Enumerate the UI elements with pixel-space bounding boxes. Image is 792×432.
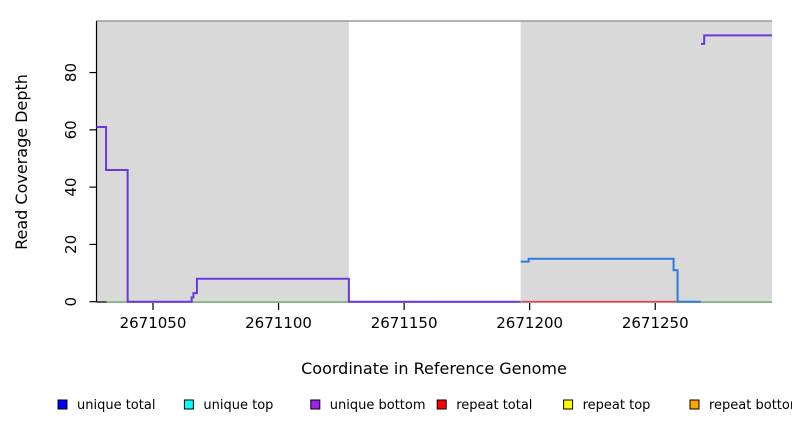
legend-label: repeat top — [583, 398, 651, 413]
legend-label: unique total — [77, 398, 155, 413]
legend-item: repeat top — [563, 398, 651, 413]
series-unique-right — [700, 34, 772, 45]
x-tick-label: 2671100 — [245, 314, 312, 332]
legend-label: unique top — [203, 398, 273, 413]
y-tick-label: 40 — [62, 178, 80, 197]
legend-swatch — [183, 399, 194, 410]
y-tick-label: 60 — [62, 120, 80, 139]
y-tick-label: 20 — [62, 235, 80, 254]
legend-label: unique bottom — [330, 398, 426, 413]
legend-item: unique bottom — [310, 398, 426, 413]
covered-region-left — [96, 21, 349, 302]
legend: unique total unique top unique bottom repea… — [57, 398, 792, 413]
x-axis-title: Coordinate in Reference Genome — [301, 359, 567, 378]
x-tick-label: 2671200 — [496, 314, 563, 332]
legend-item: unique top — [183, 398, 273, 413]
x-tick-label: 2671150 — [371, 314, 438, 332]
legend-swatch — [436, 399, 447, 410]
axes: 2671050 2671100 2671150 2671200 2671250 0 20 40… — [62, 63, 689, 332]
legend-item: repeat bottom — [689, 398, 792, 413]
y-axis-title: Read Coverage Depth — [12, 74, 31, 250]
legend-item: repeat total — [436, 398, 532, 413]
covered-region-right — [520, 21, 772, 302]
legend-label: repeat total — [456, 398, 532, 413]
legend-item: unique total — [57, 398, 155, 413]
series-unique-left — [96, 125, 521, 303]
y-tick-label: 80 — [62, 63, 80, 82]
y-tick-label: 0 — [62, 297, 80, 307]
legend-swatch — [563, 399, 574, 410]
legend-swatch — [57, 399, 68, 410]
legend-swatch — [689, 399, 700, 410]
series-unique-mid — [520, 257, 701, 303]
x-tick-label: 2671250 — [622, 314, 689, 332]
series-layer — [96, 34, 772, 303]
legend-swatch — [310, 399, 321, 410]
legend-label: repeat bottom — [709, 398, 792, 413]
x-tick-label: 2671050 — [120, 314, 187, 332]
background-bands — [96, 21, 772, 302]
